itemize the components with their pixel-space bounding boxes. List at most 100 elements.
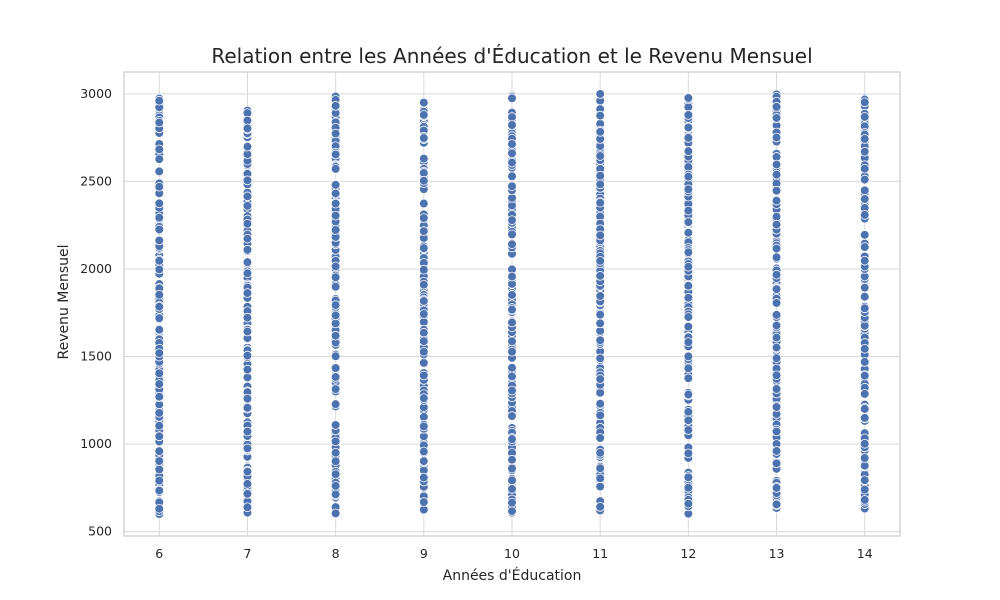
scatter-point bbox=[507, 484, 517, 494]
scatter-point bbox=[595, 398, 605, 409]
scatter-point bbox=[507, 112, 517, 122]
scatter-point bbox=[242, 326, 253, 337]
scatter-point bbox=[330, 188, 341, 199]
y-tick-label: 3000 bbox=[80, 86, 112, 101]
scatter-point bbox=[683, 321, 694, 332]
scatter-point bbox=[859, 303, 870, 314]
scatter-point bbox=[154, 348, 165, 358]
y-tick-label: 1000 bbox=[80, 436, 112, 451]
scatter-point bbox=[419, 497, 429, 507]
scatter-point bbox=[771, 342, 782, 353]
y-axis-label: Revenu Mensuel bbox=[56, 244, 72, 359]
chart-title: Relation entre les Années d'Éducation et… bbox=[211, 44, 812, 68]
scatter-point bbox=[859, 163, 870, 174]
scatter-point bbox=[683, 205, 694, 216]
scatter-point bbox=[595, 271, 605, 281]
scatter-point bbox=[771, 195, 782, 206]
scatter-point bbox=[330, 363, 341, 373]
scatter-point bbox=[330, 149, 341, 160]
scatter-point bbox=[154, 235, 165, 246]
scatter-point bbox=[771, 219, 782, 230]
scatter-point bbox=[419, 358, 429, 368]
x-tick-label: 10 bbox=[504, 546, 520, 561]
scatter-point bbox=[154, 324, 165, 335]
scatter-point bbox=[154, 144, 165, 155]
scatter-point bbox=[771, 370, 782, 381]
scatter-point bbox=[242, 141, 253, 152]
scatter-point bbox=[507, 229, 517, 240]
scatter-point bbox=[154, 166, 165, 177]
scatter-point bbox=[330, 508, 341, 519]
scatter-point bbox=[507, 215, 517, 225]
scatter-point bbox=[683, 482, 694, 493]
scatter-point bbox=[242, 312, 253, 323]
scatter-point bbox=[242, 218, 253, 229]
scatter-point bbox=[419, 309, 429, 319]
scatter-point bbox=[154, 224, 165, 235]
x-tick-label: 12 bbox=[680, 546, 696, 561]
scatter-point bbox=[507, 346, 517, 357]
scatter-point bbox=[154, 391, 165, 402]
scatter-point bbox=[330, 272, 341, 283]
scatter-point bbox=[330, 436, 341, 447]
x-axis-label: Années d'Éducation bbox=[443, 567, 582, 584]
scatter-point bbox=[771, 284, 782, 294]
scatter-point bbox=[242, 443, 253, 454]
scatter-point bbox=[419, 243, 429, 253]
scatter-point bbox=[242, 191, 253, 202]
scatter-point bbox=[595, 353, 605, 364]
scatter-point bbox=[242, 245, 253, 255]
scatter-point bbox=[683, 133, 694, 143]
scatter-point bbox=[683, 280, 694, 291]
scatter-point bbox=[595, 309, 605, 320]
scatter-point bbox=[242, 489, 253, 499]
scatter-point bbox=[154, 181, 165, 192]
scatter-point bbox=[595, 230, 605, 241]
y-tick-label: 2500 bbox=[80, 173, 112, 188]
scatter-point bbox=[330, 448, 341, 458]
scatter-point bbox=[859, 146, 870, 157]
scatter-point bbox=[242, 364, 253, 375]
scatter-point bbox=[154, 456, 165, 466]
scatter-point bbox=[771, 446, 782, 456]
scatter-point bbox=[595, 127, 605, 137]
scatter-point bbox=[330, 420, 341, 430]
y-tick-label: 500 bbox=[88, 524, 112, 539]
scatter-point bbox=[154, 485, 165, 496]
scatter-point bbox=[683, 261, 694, 272]
scatter-point bbox=[595, 179, 605, 190]
scatter-point bbox=[242, 233, 253, 244]
scatter-point bbox=[595, 151, 605, 161]
scatter-point bbox=[595, 374, 605, 384]
scatter-point bbox=[242, 502, 253, 513]
scatter-point bbox=[771, 320, 782, 331]
scatter-point bbox=[154, 255, 165, 266]
scatter-point bbox=[419, 472, 429, 483]
y-tick-label: 2000 bbox=[80, 261, 112, 276]
scatter-point bbox=[419, 264, 429, 275]
scatter-point bbox=[595, 170, 605, 181]
scatter-point bbox=[859, 185, 870, 196]
scatter-point bbox=[507, 157, 517, 168]
scatter-point bbox=[595, 473, 605, 484]
scatter-point bbox=[330, 469, 341, 480]
scatter-point bbox=[330, 225, 341, 235]
scatter-point bbox=[683, 292, 694, 303]
scatter-point bbox=[330, 318, 341, 329]
scatter-point bbox=[595, 447, 605, 458]
scatter-point bbox=[507, 181, 517, 192]
scatter-point bbox=[419, 226, 429, 236]
scatter-point bbox=[683, 363, 694, 374]
scatter-point bbox=[859, 343, 870, 354]
scatter-point bbox=[859, 112, 870, 122]
scatter-point bbox=[859, 210, 870, 220]
scatter-point bbox=[595, 388, 605, 398]
scatter-point bbox=[859, 404, 870, 414]
scatter-point bbox=[507, 411, 517, 421]
scatter-point bbox=[242, 393, 253, 404]
scatter-point bbox=[595, 291, 605, 301]
scatter-point bbox=[242, 257, 253, 267]
scatter-point bbox=[419, 393, 429, 403]
scatter-point bbox=[419, 110, 429, 120]
